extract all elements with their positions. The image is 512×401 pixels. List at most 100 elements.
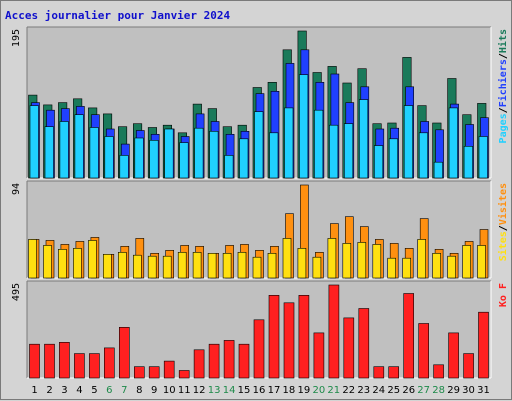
daily-access-legend: Pages/Fichiers/Hits — [497, 29, 509, 143]
bar-sites-day-18 — [282, 238, 292, 279]
x-tick-label-day-6: 6 — [106, 385, 112, 396]
bar-kbytes-day-25 — [388, 366, 400, 379]
bar-pages-day-4 — [74, 114, 84, 179]
bar-kbytes-day-20 — [313, 332, 325, 379]
bar-pages-day-13 — [209, 131, 219, 179]
x-tick-label-day-3: 3 — [61, 385, 67, 396]
x-tick-label-day-18: 18 — [283, 385, 296, 396]
x-tick-label-day-29: 29 — [447, 385, 460, 396]
x-tick-label-day-23: 23 — [357, 385, 370, 396]
bar-sites-day-15 — [237, 252, 247, 279]
x-tick-label-day-25: 25 — [387, 385, 400, 396]
bar-pages-day-7 — [119, 155, 129, 179]
bar-kbytes-day-3 — [59, 341, 70, 379]
x-tick-label-day-14: 14 — [223, 385, 236, 396]
x-tick-label-day-27: 27 — [417, 385, 430, 396]
bar-sites-day-21 — [327, 238, 337, 279]
bar-pages-day-27 — [418, 132, 429, 179]
bar-kbytes-day-31 — [478, 311, 489, 379]
chart-title: Acces journalier pour Janvier 2024 — [5, 9, 231, 22]
bar-sites-day-3 — [58, 249, 67, 279]
bar-sites-day-20 — [312, 256, 322, 279]
bar-pages-day-22 — [343, 123, 354, 179]
bar-pages-day-19 — [299, 74, 309, 179]
bar-pages-day-6 — [104, 136, 114, 179]
bar-kbytes-day-26 — [403, 293, 415, 379]
bar-pages-day-2 — [44, 126, 54, 179]
bar-pages-day-29 — [448, 107, 458, 179]
bar-pages-day-8 — [134, 137, 144, 179]
bar-sites-day-10 — [162, 255, 172, 279]
bar-sites-day-23 — [357, 242, 367, 279]
bar-sites-day-8 — [133, 254, 142, 279]
bar-sites-day-13 — [207, 253, 217, 279]
bar-sites-day-17 — [267, 253, 277, 279]
x-tick-label-day-26: 26 — [402, 385, 415, 396]
x-tick-label-day-28: 28 — [432, 385, 445, 396]
bar-kbytes-day-12 — [193, 349, 205, 379]
x-tick-label-day-7: 7 — [121, 385, 127, 396]
x-tick-label-day-8: 8 — [136, 385, 142, 396]
bar-pages-day-10 — [164, 128, 174, 179]
bar-pages-day-12 — [194, 127, 204, 179]
bar-kbytes-day-22 — [343, 317, 355, 379]
bar-pages-day-3 — [59, 121, 69, 179]
x-tick-label-day-31: 31 — [477, 385, 490, 396]
bar-pages-day-28 — [433, 161, 443, 179]
kbytes-legend-ko-f: Ko F — [498, 283, 509, 307]
x-tick-label-day-24: 24 — [372, 385, 385, 396]
x-tick-label-day-5: 5 — [91, 385, 97, 396]
x-tick-label-day-20: 20 — [313, 385, 326, 396]
bar-sites-day-25 — [387, 257, 397, 279]
bar-kbytes-day-28 — [433, 364, 444, 379]
visits-sites-ymax-label: 94 — [11, 183, 22, 195]
bar-sites-day-7 — [118, 252, 127, 279]
bar-sites-day-1 — [28, 239, 37, 279]
bar-pages-day-18 — [284, 107, 294, 179]
bar-kbytes-day-18 — [283, 302, 295, 379]
bar-pages-day-30 — [463, 146, 473, 179]
bar-pages-day-14 — [224, 155, 234, 179]
bar-sites-day-24 — [372, 244, 382, 279]
bar-kbytes-day-1 — [29, 343, 40, 379]
bar-kbytes-day-27 — [418, 323, 430, 379]
bar-kbytes-day-6 — [104, 347, 115, 379]
bar-kbytes-day-29 — [448, 332, 459, 379]
x-tick-label-day-21: 21 — [327, 385, 340, 396]
x-tick-label-day-4: 4 — [76, 385, 82, 396]
bar-sites-day-22 — [342, 243, 352, 279]
daily-access-legend-hits: Hits — [497, 29, 509, 53]
bar-sites-day-27 — [417, 239, 427, 279]
bar-kbytes-day-14 — [223, 340, 235, 379]
x-tick-label-day-17: 17 — [268, 385, 281, 396]
daily-access-legend-pages: Pages — [498, 113, 509, 143]
bar-sites-day-31 — [477, 245, 486, 279]
bar-pages-day-5 — [89, 127, 99, 179]
visits-sites-legend-separator: / — [498, 225, 509, 231]
kbytes-legend: Ko F — [498, 283, 509, 307]
bar-kbytes-day-4 — [74, 353, 85, 379]
bar-pages-day-16 — [254, 111, 264, 179]
x-tick-label-day-10: 10 — [163, 385, 176, 396]
bar-pages-day-11 — [179, 142, 189, 179]
bar-sites-day-28 — [432, 253, 441, 279]
bar-pages-day-15 — [239, 138, 249, 179]
daily-access-legend-separator: / — [498, 53, 509, 59]
kbytes-ymax-label: 495 — [11, 283, 22, 301]
bar-sites-day-26 — [402, 257, 412, 279]
bar-sites-day-2 — [43, 245, 52, 279]
bar-kbytes-day-30 — [463, 353, 474, 379]
bar-kbytes-day-15 — [238, 343, 250, 379]
bar-sites-day-14 — [222, 253, 232, 279]
bar-kbytes-day-8 — [134, 366, 145, 379]
bar-kbytes-day-10 — [163, 360, 175, 379]
bar-pages-day-20 — [314, 109, 324, 179]
x-tick-label-day-13: 13 — [208, 385, 221, 396]
bar-sites-day-4 — [73, 248, 82, 279]
bar-kbytes-day-11 — [178, 370, 190, 379]
bar-sites-day-12 — [192, 252, 202, 279]
daily-access-legend-separator: / — [498, 107, 509, 113]
bar-kbytes-day-7 — [119, 326, 130, 379]
